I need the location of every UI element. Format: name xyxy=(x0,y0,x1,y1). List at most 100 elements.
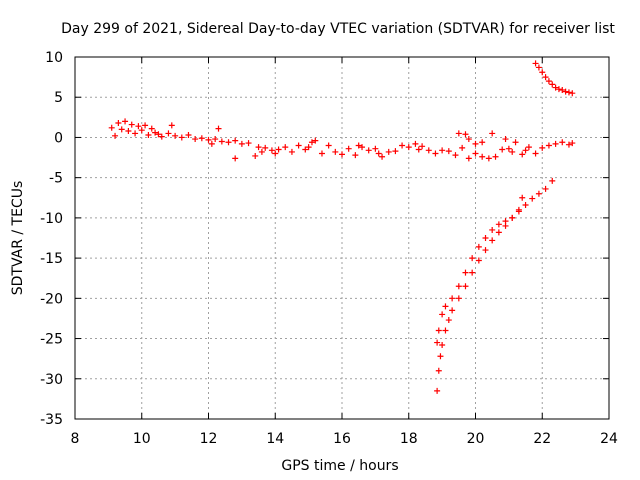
data-points xyxy=(108,60,576,394)
data-point xyxy=(208,140,215,147)
y-axis-label: SDTVAR / TECUs xyxy=(10,181,26,296)
data-point xyxy=(138,127,145,134)
data-point xyxy=(569,90,576,97)
data-point xyxy=(155,131,162,138)
data-point xyxy=(462,283,469,290)
data-point xyxy=(519,151,526,158)
data-point xyxy=(272,150,279,157)
data-point xyxy=(545,142,552,149)
data-point xyxy=(152,129,159,136)
data-point xyxy=(435,327,442,334)
data-point xyxy=(215,125,222,132)
data-point xyxy=(459,144,466,151)
data-point xyxy=(435,367,442,374)
data-point xyxy=(462,131,469,138)
data-point xyxy=(282,144,289,151)
x-tick-label: 18 xyxy=(400,431,418,447)
data-point xyxy=(148,125,155,132)
data-point xyxy=(449,295,456,302)
data-point xyxy=(268,147,275,154)
data-point xyxy=(509,148,516,155)
data-point xyxy=(472,140,479,147)
series-upper-right-branch xyxy=(532,60,576,97)
data-point xyxy=(469,255,476,262)
data-point xyxy=(445,148,452,155)
data-point xyxy=(525,144,532,151)
data-point xyxy=(495,221,502,228)
data-point xyxy=(542,74,549,81)
data-point xyxy=(275,146,282,153)
data-point xyxy=(192,136,199,143)
data-point xyxy=(118,126,125,133)
x-tick-label: 14 xyxy=(266,431,284,447)
data-point xyxy=(529,195,536,202)
data-point xyxy=(172,132,179,139)
data-point xyxy=(312,137,319,144)
data-point xyxy=(479,153,486,160)
data-point xyxy=(515,206,522,213)
data-point xyxy=(372,145,379,152)
x-tick-label: 12 xyxy=(200,431,218,447)
data-point xyxy=(128,121,135,128)
x-tick-label: 8 xyxy=(71,431,80,447)
data-point xyxy=(439,311,446,318)
data-point xyxy=(345,145,352,152)
data-point xyxy=(565,141,572,148)
grid-lines xyxy=(75,57,609,419)
data-point xyxy=(132,130,139,137)
data-point xyxy=(439,341,446,348)
data-point xyxy=(212,136,219,143)
data-point xyxy=(495,229,502,236)
data-point xyxy=(465,136,472,143)
data-point xyxy=(522,147,529,154)
data-point xyxy=(232,155,239,162)
data-point xyxy=(255,144,262,151)
data-point xyxy=(198,135,205,142)
data-point xyxy=(332,148,339,155)
data-point xyxy=(475,243,482,250)
data-point xyxy=(552,140,559,147)
y-tick-label: 10 xyxy=(45,50,63,66)
y-tick-label: -20 xyxy=(40,291,63,307)
data-point xyxy=(522,202,529,209)
y-tick-label: -5 xyxy=(49,171,63,187)
chart-title: Day 299 of 2021, Sidereal Day-to-day VTE… xyxy=(61,21,615,37)
x-tick-label: 10 xyxy=(133,431,151,447)
data-point xyxy=(434,387,441,394)
data-point xyxy=(489,226,496,233)
data-point xyxy=(489,130,496,137)
data-point xyxy=(565,89,572,96)
data-point xyxy=(502,136,509,143)
data-point xyxy=(245,140,252,147)
data-point xyxy=(449,307,456,314)
data-point xyxy=(535,64,542,71)
data-point xyxy=(125,128,132,135)
data-point xyxy=(434,339,441,346)
data-point xyxy=(475,257,482,264)
data-point xyxy=(442,303,449,310)
data-point xyxy=(559,139,566,146)
data-point xyxy=(339,151,345,158)
data-point xyxy=(509,214,516,221)
data-point xyxy=(555,86,562,93)
data-point xyxy=(535,190,542,197)
y-tick-label: 0 xyxy=(54,130,63,146)
x-tick-label: 22 xyxy=(533,431,551,447)
data-point xyxy=(178,134,185,141)
data-point xyxy=(379,153,386,160)
y-tick-label: 5 xyxy=(54,90,63,106)
data-point xyxy=(355,142,362,149)
data-point xyxy=(462,269,469,276)
series-main-band xyxy=(108,118,576,162)
series-lower-right-arc xyxy=(434,194,526,346)
data-point xyxy=(385,148,392,155)
data-point xyxy=(115,119,122,126)
data-point xyxy=(325,142,332,149)
data-point xyxy=(252,152,259,159)
data-point xyxy=(112,132,119,139)
data-point xyxy=(405,144,412,151)
data-point xyxy=(552,84,559,91)
data-point xyxy=(108,124,115,131)
data-point xyxy=(569,140,576,147)
